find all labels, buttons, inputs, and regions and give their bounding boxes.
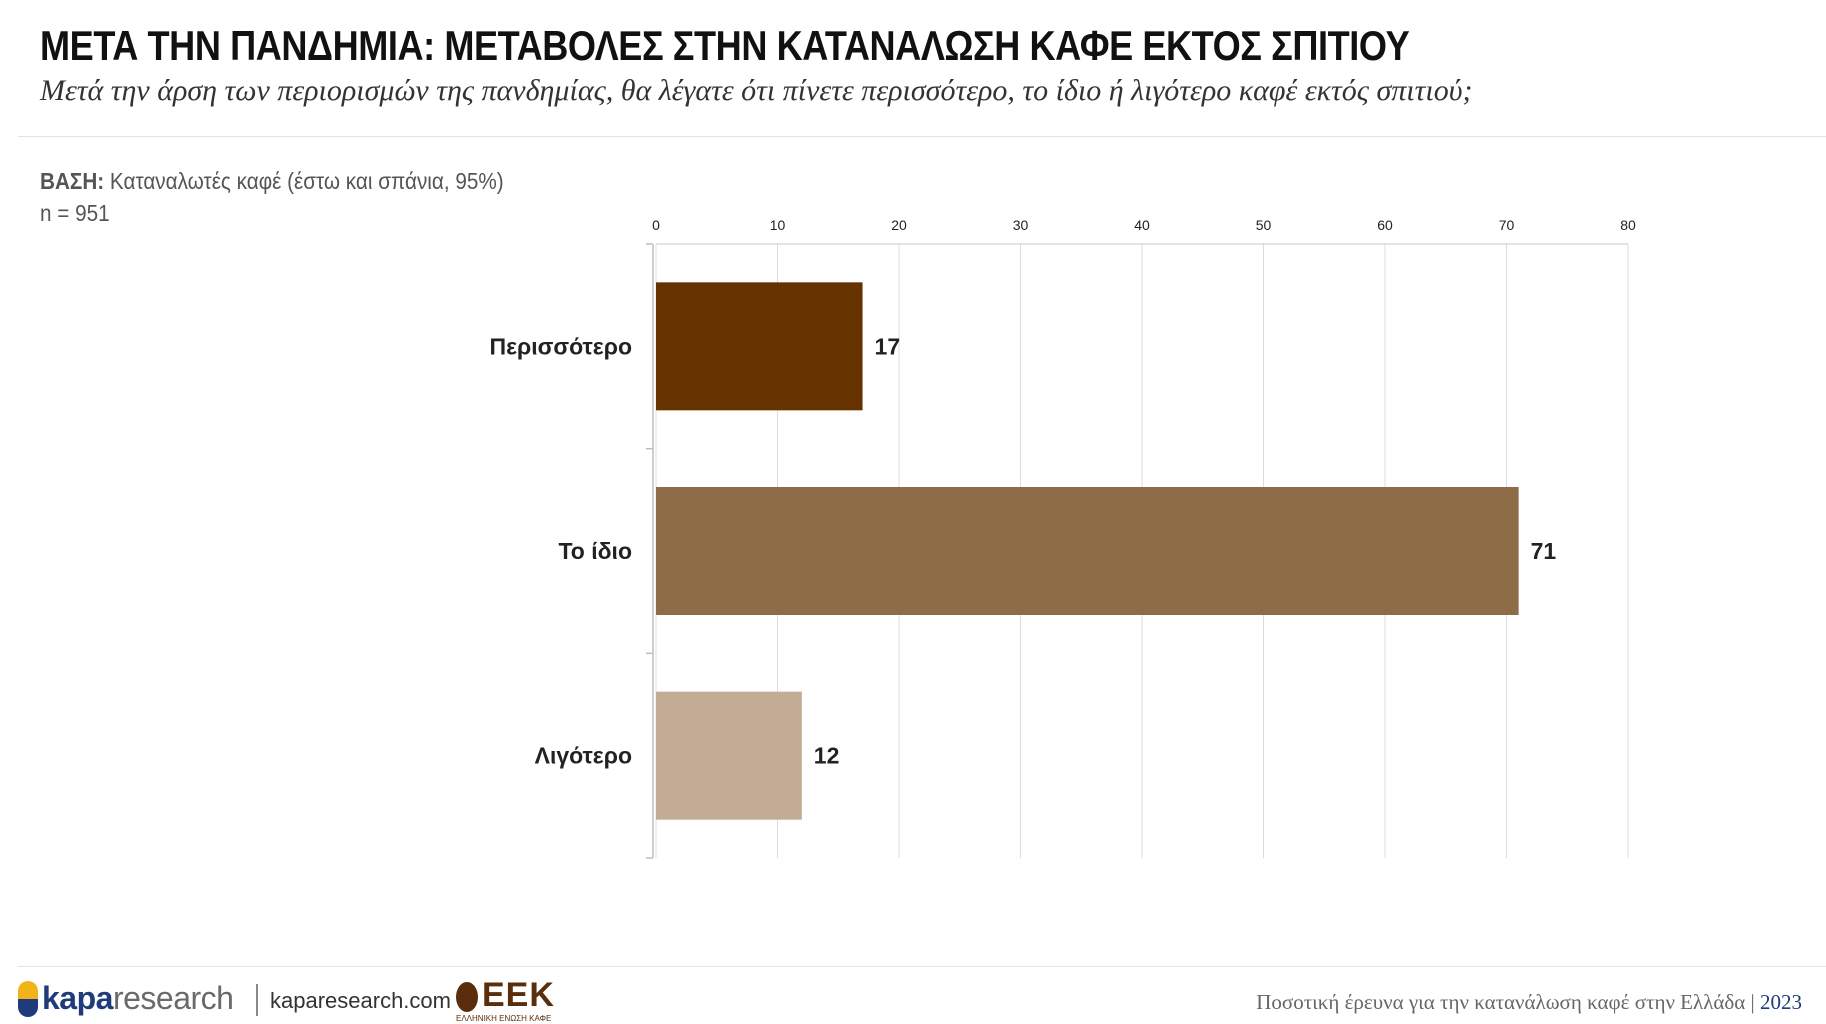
coffee-bean-icon — [456, 982, 478, 1012]
x-tick-label: 30 — [1013, 217, 1029, 233]
x-tick-label: 40 — [1134, 217, 1150, 233]
page-subtitle: Μετά την άρση των περιορισμών της πανδημ… — [40, 74, 1473, 107]
survey-caption: Ποσοτική έρευνα για την κατανάλωση καφέ … — [1256, 990, 1802, 1015]
eek-logo: ΕΕΚ ΕΛΛΗΝΙΚΗ ΕΝΩΣΗ ΚΑΦΕ — [456, 976, 566, 1024]
kapa-research-logo: kaparesearch — [18, 980, 234, 1017]
kapa-mark-icon — [18, 980, 38, 1017]
x-tick-label: 10 — [770, 217, 786, 233]
value-label: 17 — [875, 333, 901, 359]
bar — [656, 691, 802, 820]
footer-divider — [18, 966, 1826, 967]
survey-text: Ποσοτική έρευνα για την κατανάλωση καφέ … — [1256, 990, 1746, 1014]
category-label: Λιγότερο — [535, 743, 632, 769]
x-tick-label: 0 — [652, 217, 660, 233]
bar-chart: 0 10 20 30 40 50 60 70 80 Περισσότερο 17 Το ίδιο 71 Λ… — [490, 217, 1636, 859]
x-tick-label: 60 — [1377, 217, 1393, 233]
value-label: 71 — [1531, 538, 1557, 564]
logo-separator — [256, 984, 258, 1016]
x-tick-label: 20 — [891, 217, 907, 233]
base-text: Καταναλωτές καφέ (έστω και σπάνια, 95%) — [109, 168, 504, 194]
x-tick-label: 50 — [1256, 217, 1272, 233]
category-label: Το ίδιο — [558, 538, 632, 564]
footer: kaparesearch kaparesearch.com ΕΕΚ ΕΛΛΗΝΙ… — [18, 976, 1808, 1023]
value-label: 12 — [814, 743, 840, 769]
kapa-logo-bold: kapa — [42, 980, 113, 1016]
survey-year: 2023 — [1760, 990, 1802, 1014]
eek-logo-text: ΕΕΚ — [482, 976, 555, 1014]
x-tick-label: 80 — [1620, 217, 1636, 233]
base-label: ΒΑΣΗ: — [40, 168, 105, 194]
eek-logo-subtitle: ΕΛΛΗΝΙΚΗ ΕΝΩΣΗ ΚΑΦΕ — [456, 1014, 552, 1023]
base-note: ΒΑΣΗ: Καταναλωτές καφέ (έστω και σπάνια,… — [40, 168, 504, 195]
site-link[interactable]: kaparesearch.com — [270, 988, 451, 1013]
page-title: ΜΕΤΑ ΤΗΝ ΠΑΝΔΗΜΙΑ: ΜΕΤΑΒΟΛΕΣ ΣΤΗΝ ΚΑΤΑΝΑ… — [40, 22, 1410, 69]
sample-size: n = 951 — [40, 200, 110, 226]
x-tick-label: 70 — [1499, 217, 1515, 233]
category-label: Περισσότερο — [490, 333, 632, 359]
kapa-logo-light: research — [112, 980, 234, 1016]
bar — [656, 487, 1519, 615]
bar — [656, 282, 863, 411]
header-divider — [18, 136, 1826, 137]
caption-divider: | — [1750, 990, 1755, 1014]
